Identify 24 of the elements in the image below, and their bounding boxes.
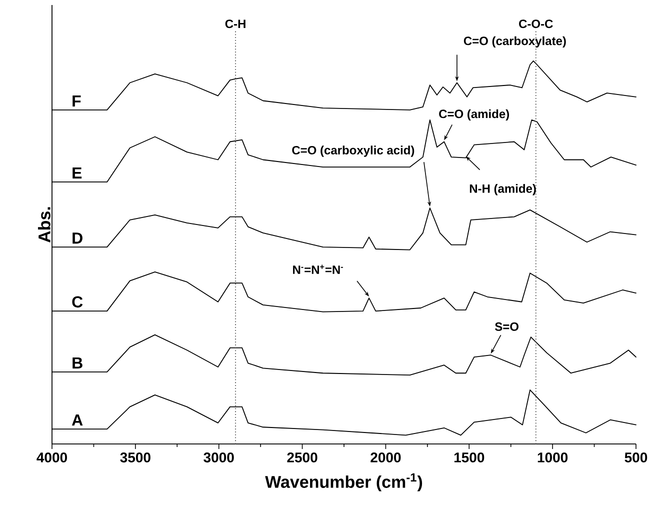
x-tick-label: 2000 [370, 452, 401, 462]
x-tick-label: 4000 [36, 452, 67, 462]
series-label: D [72, 232, 82, 244]
series-label: C [72, 296, 83, 308]
ref-line-label: C-H [225, 20, 246, 28]
annotation: N$^{-}$=N$^{+}$=N$^{-}$ [293, 264, 343, 274]
x-tick-label: 500 [624, 452, 648, 462]
x-tick-label: 2500 [287, 452, 318, 462]
series-label: A [72, 414, 83, 426]
annotation: C=O (carboxylate) [464, 36, 566, 48]
annotation: C=O (amide) [439, 109, 510, 121]
annotation: S=O [495, 322, 518, 331]
x-tick-label: 3000 [204, 452, 234, 462]
series-label: E [72, 167, 82, 178]
x-tick-label: 3500 [120, 452, 150, 462]
x-tick-label: 1500 [454, 452, 484, 462]
annotation: C=O (carboxylic acid) [292, 146, 414, 157]
x-tick-label: 1000 [538, 452, 568, 462]
y-axis-title: Abs. [38, 207, 50, 242]
annotation: N-H (amide) [470, 184, 536, 196]
ref-line-label: C-O-C [519, 20, 553, 28]
series-label: F [72, 95, 81, 106]
x-axis-title: Wavenumber (cm$^{-1}$) [265, 473, 422, 492]
series-label: B [72, 357, 82, 368]
